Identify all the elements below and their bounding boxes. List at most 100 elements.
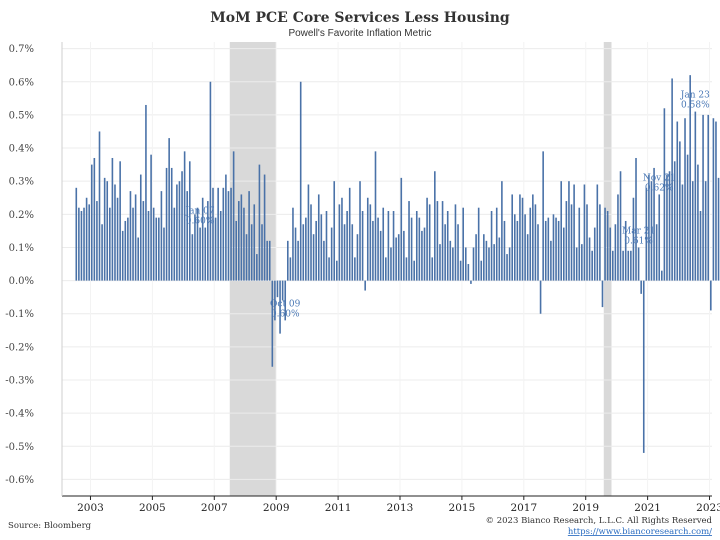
bar: [403, 230, 405, 281]
bar: [212, 187, 214, 281]
bar: [237, 201, 240, 281]
bar: [604, 207, 606, 281]
bar: [268, 240, 271, 281]
y-tick-label: 0.4%: [9, 144, 34, 155]
x-tick-label: 2021: [634, 502, 661, 514]
bar: [477, 207, 480, 281]
bar: [506, 254, 508, 281]
y-tick-label: -0.5%: [5, 442, 34, 453]
copyright-note: © 2023 Bianco Research, L.L.C. All Right…: [486, 516, 713, 526]
bar: [385, 257, 387, 281]
annotation-date: Jan 07: [185, 207, 215, 217]
bar: [142, 201, 145, 281]
bar: [173, 207, 176, 281]
bar: [694, 111, 697, 281]
bar: [565, 201, 568, 281]
annotation-value: 0.58%: [681, 101, 710, 111]
y-tick-label: 0.5%: [9, 110, 34, 121]
bar: [328, 257, 330, 281]
bar: [676, 121, 679, 281]
annotations: Jan 070.60%Oct 090.60%Mar 210.61%Nov 210…: [185, 91, 711, 320]
bar: [341, 197, 343, 281]
bar: [490, 211, 493, 281]
annotation-value: 0.60%: [271, 309, 300, 319]
bar: [348, 187, 351, 281]
axes: [61, 42, 712, 497]
bar: [421, 230, 423, 281]
bar: [132, 207, 134, 281]
bar: [537, 224, 539, 281]
bar: [346, 211, 348, 281]
bar: [199, 227, 201, 281]
website-link[interactable]: https://www.biancoresearch.com/: [568, 527, 712, 537]
bar: [532, 194, 534, 281]
bar: [103, 177, 106, 281]
bar: [637, 247, 640, 281]
bar: [276, 280, 279, 298]
y-tick-label: -0.6%: [5, 475, 34, 486]
bar: [351, 224, 354, 281]
y-tick-label: -0.3%: [5, 376, 34, 387]
bar: [150, 154, 152, 281]
bar: [611, 250, 614, 281]
bar: [480, 260, 483, 281]
bar: [534, 204, 537, 281]
bar: [364, 280, 366, 291]
bar: [134, 194, 137, 281]
bar: [286, 240, 289, 281]
chart-subtitle: Powell's Favorite Inflation Metric: [288, 28, 431, 39]
bar: [85, 197, 88, 281]
bar: [139, 174, 142, 281]
bar: [114, 184, 116, 281]
bar: [650, 181, 653, 281]
bar: [320, 214, 323, 281]
bar: [188, 161, 191, 281]
bar: [201, 197, 204, 281]
bar: [689, 75, 691, 281]
source-note: Source: Bloomberg: [8, 521, 92, 531]
bar: [462, 207, 464, 281]
bar: [382, 207, 385, 281]
bar: [661, 270, 663, 281]
bar: [289, 257, 292, 281]
bar: [570, 204, 573, 281]
bar: [338, 204, 341, 281]
bar: [488, 247, 490, 281]
bar: [513, 214, 516, 281]
bar: [526, 234, 529, 281]
bar: [521, 197, 524, 281]
bar: [681, 184, 684, 281]
y-tick-label: 0.6%: [9, 77, 34, 88]
bar: [372, 220, 374, 281]
bar: [519, 194, 521, 281]
bar: [207, 201, 209, 281]
bar: [232, 151, 235, 281]
bar: [697, 164, 699, 281]
bar: [274, 280, 276, 321]
bar: [452, 247, 454, 281]
bar: [181, 171, 183, 281]
bar: [390, 247, 392, 281]
bar: [632, 197, 635, 281]
bar: [299, 81, 302, 281]
bar: [78, 207, 80, 281]
bar: [330, 227, 333, 281]
bar: [101, 224, 103, 281]
annotation-value: 0.60%: [186, 217, 215, 227]
bar: [467, 264, 470, 281]
bar: [707, 114, 710, 281]
bar: [124, 220, 127, 281]
y-tick-label: 0.7%: [9, 44, 34, 55]
bar: [524, 214, 526, 281]
bar: [645, 187, 648, 281]
recession-band-0: [229, 42, 277, 496]
bar: [464, 247, 467, 281]
bar: [575, 247, 578, 281]
bar: [596, 184, 599, 281]
x-tick-label: 2013: [387, 502, 414, 514]
gridlines: [62, 42, 712, 496]
bar: [405, 257, 408, 281]
bar: [240, 194, 243, 281]
bar: [106, 181, 109, 281]
bar: [219, 211, 222, 281]
